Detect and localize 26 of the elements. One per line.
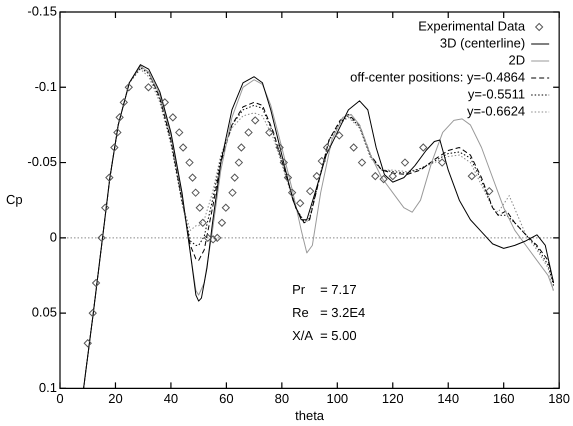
x-tick-label: 80 bbox=[274, 390, 290, 406]
x-tick-label: 100 bbox=[326, 390, 348, 406]
legend-label: 2D bbox=[508, 52, 526, 68]
legend-label: y=-0.5511 bbox=[468, 86, 526, 102]
x-tick-label: 60 bbox=[219, 390, 234, 406]
y-tick-label: 0 bbox=[50, 229, 57, 244]
y-tick-label: 0.1 bbox=[38, 380, 57, 395]
x-axis-title: theta bbox=[295, 408, 325, 423]
y-tick-label: -0.15 bbox=[27, 4, 57, 19]
y-tick-label: -0.1 bbox=[34, 78, 57, 94]
legend-label: y=-0.6624 bbox=[466, 104, 526, 119]
y-axis-title: Cp bbox=[6, 192, 23, 207]
legend-label: off-center positions: y=-0.4864 bbox=[350, 70, 526, 85]
x-tick-label: 20 bbox=[108, 390, 123, 406]
annotation: Re = 3.2E4 bbox=[292, 305, 366, 320]
x-tick-label: 120 bbox=[382, 390, 404, 406]
annotation: Pr = 7.17 bbox=[292, 282, 357, 298]
legend-label: 3D (centerline) bbox=[440, 36, 526, 51]
legend-label: Experimental Data bbox=[418, 18, 526, 34]
y-tick-label: 0.05 bbox=[32, 304, 57, 320]
x-tick-label: 160 bbox=[492, 390, 515, 406]
y-tick-label: -0.05 bbox=[27, 154, 57, 170]
x-tick-label: 40 bbox=[164, 390, 178, 406]
annotation: X/A = 5.00 bbox=[292, 328, 357, 344]
x-tick-label: 140 bbox=[437, 390, 460, 406]
x-tick-label: 180 bbox=[548, 390, 570, 406]
